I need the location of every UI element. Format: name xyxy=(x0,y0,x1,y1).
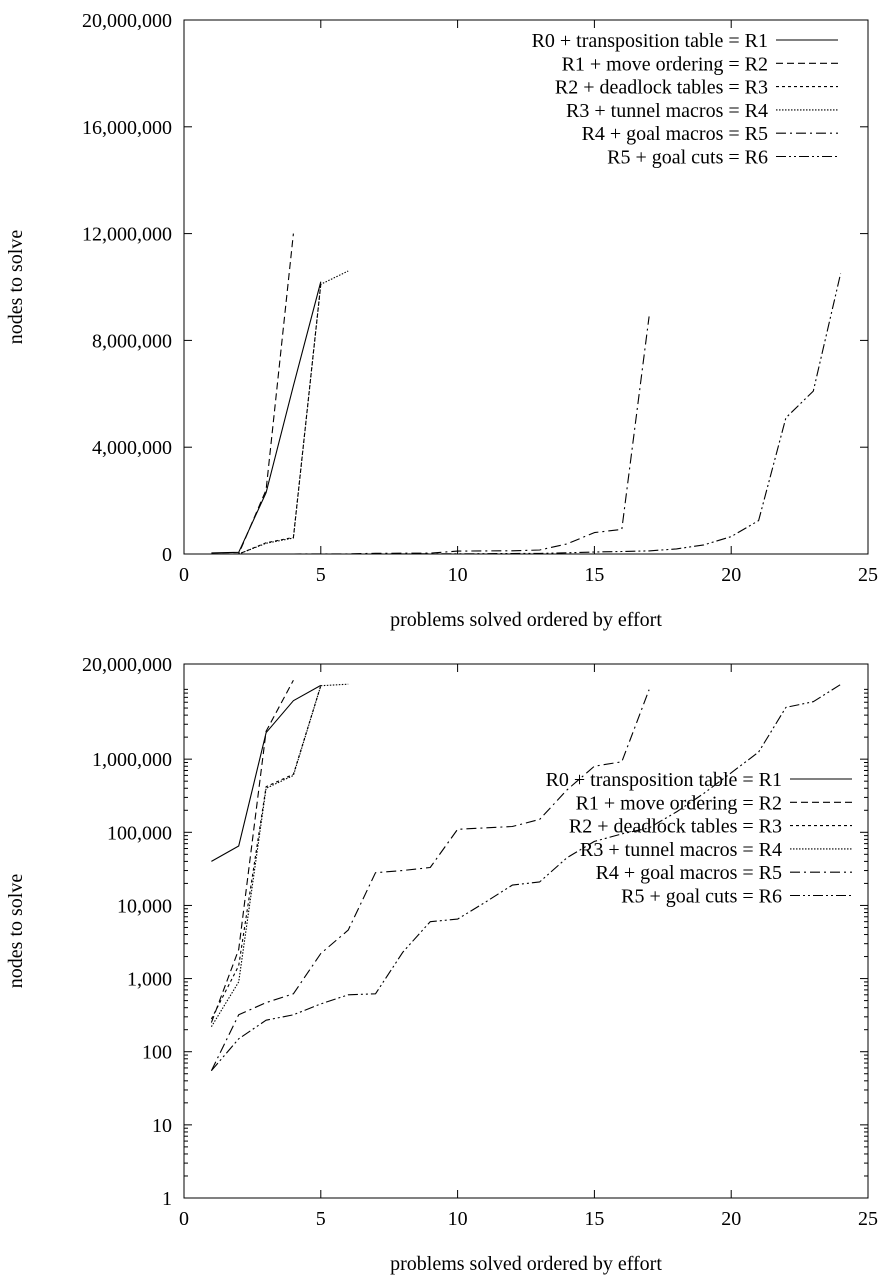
y-tick-label: 0 xyxy=(162,544,172,566)
y-tick-label: 10,000 xyxy=(117,895,172,917)
x-tick-label: 10 xyxy=(448,1208,468,1230)
x-tick-label: 15 xyxy=(584,564,604,586)
y-tick-label: 10 xyxy=(152,1115,172,1137)
y-tick-label: 1,000 xyxy=(127,969,172,991)
legend-label: R4 + goal macros = R5 xyxy=(582,123,768,145)
plot-frame xyxy=(183,663,869,1199)
legend-label: R1 + move ordering = R2 xyxy=(576,792,782,814)
x-tick-label: 10 xyxy=(448,564,468,586)
series-line-6 xyxy=(211,273,842,555)
y-tick-label: 20,000,000 xyxy=(82,10,172,32)
y-axis-label: nodes to solve xyxy=(5,230,27,345)
series-line-2 xyxy=(211,233,294,555)
series-line-5 xyxy=(211,316,650,555)
legend-label: R3 + tunnel macros = R4 xyxy=(580,839,782,861)
x-tick-label: 5 xyxy=(316,1208,326,1230)
legend-label: R2 + deadlock tables = R3 xyxy=(555,77,768,99)
x-tick-label: 20 xyxy=(721,1208,741,1230)
series-line-4 xyxy=(210,683,349,1027)
x-axis-label: problems solved ordered by effort xyxy=(390,609,662,631)
legend-label: R3 + tunnel macros = R4 xyxy=(566,100,768,122)
series-line-6 xyxy=(210,684,841,1072)
y-tick-label: 4,000,000 xyxy=(92,437,172,459)
y-tick-label: 8,000,000 xyxy=(92,330,172,352)
series-line-1 xyxy=(211,684,322,862)
x-tick-label: 5 xyxy=(316,564,326,586)
chart-log: 0 5 10 15 20 25 1 10 100 1,000 10,000 100,000 1,000,… xyxy=(5,654,878,1275)
legend-label: R1 + move ordering = R2 xyxy=(562,53,768,75)
legend-label: R2 + deadlock tables = R3 xyxy=(569,816,782,838)
y-tick-label: 100,000 xyxy=(107,822,172,844)
x-tick-label: 15 xyxy=(584,1208,604,1230)
y-axis-label: nodes to solve xyxy=(5,874,27,989)
y-tick-label: 1 xyxy=(162,1188,172,1210)
x-tick-label: 20 xyxy=(721,564,741,586)
y-tick-label: 100 xyxy=(142,1042,172,1064)
legend-label: R5 + goal cuts = R6 xyxy=(607,147,768,169)
series-line-1 xyxy=(211,281,322,554)
x-tick-label: 0 xyxy=(179,564,189,586)
legend-label: R0 + transposition table = R1 xyxy=(532,30,768,52)
series-line-5 xyxy=(210,689,650,1071)
y-tick-label: 20,000,000 xyxy=(82,654,172,676)
x-tick-label: 0 xyxy=(179,1208,189,1230)
series-line-4 xyxy=(211,270,349,555)
series-line-2 xyxy=(210,679,294,1023)
series-line-3 xyxy=(211,284,322,555)
legend-label: R5 + goal cuts = R6 xyxy=(621,886,782,908)
x-tick-label: 25 xyxy=(858,1208,878,1230)
chart-linear: 0 5 10 15 20 25 0 4,000,000 8,000,000 12,000,000 1… xyxy=(5,10,878,631)
legend-label: R0 + transposition table = R1 xyxy=(546,769,782,791)
x-tick-label: 25 xyxy=(858,564,878,586)
plot-frame xyxy=(183,19,869,555)
x-axis-label: problems solved ordered by effort xyxy=(390,1253,662,1275)
y-tick-label: 1,000,000 xyxy=(92,749,172,771)
y-tick-label: 16,000,000 xyxy=(82,117,172,139)
legend-label: R4 + goal macros = R5 xyxy=(596,862,782,884)
y-tick-label: 12,000,000 xyxy=(82,224,172,246)
